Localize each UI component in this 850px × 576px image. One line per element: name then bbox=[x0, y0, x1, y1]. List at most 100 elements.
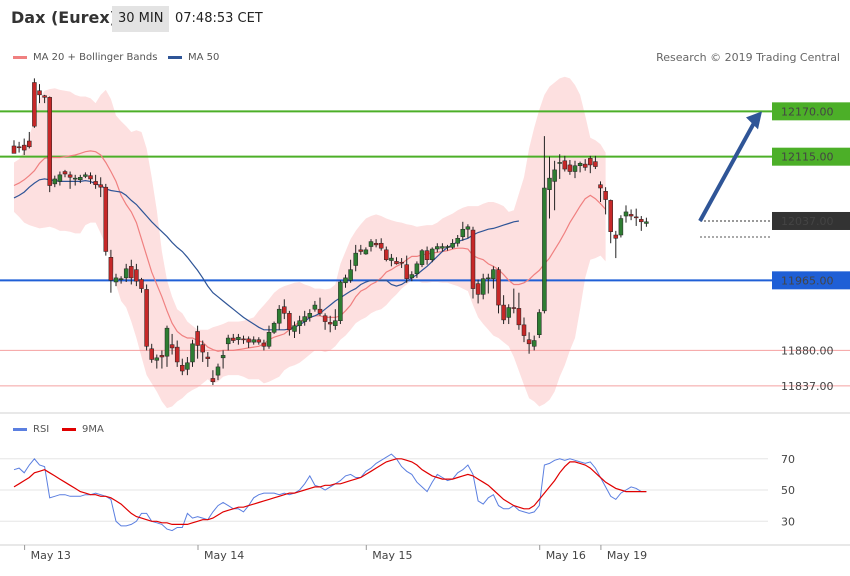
candle-body bbox=[241, 338, 246, 341]
candle-body bbox=[603, 191, 608, 200]
candle-body bbox=[598, 184, 603, 189]
ma50-swatch bbox=[168, 56, 182, 59]
candle-body bbox=[378, 242, 384, 249]
candle-body bbox=[429, 248, 435, 260]
candle-body bbox=[88, 175, 93, 180]
candle-body bbox=[460, 228, 466, 237]
candle-body bbox=[409, 274, 415, 279]
candle-body bbox=[220, 355, 226, 359]
candle-body bbox=[516, 308, 522, 326]
last-price-tag-bg bbox=[772, 211, 850, 230]
level-label: 12115.00 bbox=[781, 151, 834, 164]
candle-body bbox=[557, 162, 562, 164]
ma50-line bbox=[13, 178, 519, 331]
x-tick-label: May 15 bbox=[372, 549, 412, 562]
candle-body bbox=[302, 316, 307, 322]
candle-body bbox=[486, 277, 491, 280]
level-11837.00: 11837.00 bbox=[0, 380, 850, 393]
candle-body bbox=[542, 187, 547, 312]
candle-body bbox=[338, 281, 343, 321]
candle-body bbox=[327, 322, 333, 325]
rsi-swatch bbox=[13, 428, 27, 431]
candle-body bbox=[368, 241, 374, 247]
candle-body bbox=[307, 313, 313, 318]
ma20-swatch bbox=[13, 56, 27, 59]
candle-body bbox=[134, 269, 139, 282]
candles bbox=[11, 78, 649, 386]
candle-body bbox=[287, 313, 292, 331]
candle-body bbox=[200, 344, 205, 353]
candle-body bbox=[210, 378, 216, 382]
candle-body bbox=[419, 250, 425, 265]
candle-body bbox=[333, 320, 338, 326]
candle-body bbox=[567, 164, 573, 172]
candle-body bbox=[588, 158, 593, 166]
candle-body bbox=[103, 186, 109, 252]
rsi-tick-label: 70 bbox=[781, 453, 795, 466]
candle-body bbox=[547, 177, 552, 190]
timeframe-badge[interactable]: 30 MIN bbox=[112, 6, 170, 32]
candle-body bbox=[511, 307, 517, 309]
candle-body bbox=[37, 90, 42, 96]
candle-body bbox=[27, 140, 32, 148]
candle-body bbox=[470, 229, 476, 289]
candle-body bbox=[225, 337, 231, 345]
candle-body bbox=[613, 234, 619, 239]
candle-body bbox=[164, 327, 170, 357]
rsi-tick-label: 50 bbox=[781, 484, 795, 497]
candle-body bbox=[384, 249, 389, 260]
level-12037.00: 12037.00 bbox=[700, 211, 850, 238]
candle-body bbox=[618, 218, 624, 236]
candle-body bbox=[424, 250, 430, 260]
x-tick-label: May 16 bbox=[546, 549, 586, 562]
legend-rsi: RSI bbox=[13, 424, 49, 435]
candle-body bbox=[552, 169, 557, 182]
candle-body bbox=[72, 177, 78, 180]
candle-body bbox=[11, 145, 17, 154]
projection-arrow-shaft bbox=[698, 118, 758, 222]
candle-body bbox=[83, 174, 88, 177]
candle-body bbox=[231, 337, 236, 341]
candle-body bbox=[628, 214, 634, 217]
candle-body bbox=[297, 320, 302, 326]
candle-body bbox=[435, 246, 440, 250]
candle-body bbox=[312, 304, 318, 310]
candle-body bbox=[21, 144, 27, 151]
candle-body bbox=[266, 332, 272, 347]
candle-body bbox=[174, 346, 180, 363]
level-11880.00: 11880.00 bbox=[0, 344, 850, 357]
candle-body bbox=[154, 357, 160, 361]
x-tick-label: May 13 bbox=[31, 549, 71, 562]
candle-body bbox=[215, 366, 221, 376]
candle-body bbox=[506, 307, 511, 318]
legend-ma9: 9MA bbox=[62, 424, 104, 435]
candle-body bbox=[271, 322, 277, 333]
candle-body bbox=[282, 306, 287, 314]
candle-body bbox=[608, 200, 613, 232]
support-label: 11880.00 bbox=[781, 344, 834, 357]
candle-body bbox=[348, 269, 353, 281]
candle-body bbox=[399, 261, 404, 264]
candle-body bbox=[475, 283, 481, 295]
candle-body bbox=[322, 315, 328, 322]
level-tag-bg bbox=[772, 102, 850, 121]
copyright-notice: Research © 2019 Trading Central bbox=[656, 51, 840, 64]
candle-body bbox=[445, 246, 450, 248]
timestamp: 07:48:53 CET bbox=[175, 11, 263, 26]
candle-body bbox=[195, 331, 200, 346]
rsi-label: RSI bbox=[33, 424, 50, 435]
candle-body bbox=[42, 95, 47, 98]
last-price-label: 12037.00 bbox=[781, 215, 834, 228]
x-tick-label: May 14 bbox=[204, 549, 244, 562]
candle-body bbox=[450, 242, 455, 248]
candle-body bbox=[455, 238, 460, 244]
rsi-line bbox=[13, 453, 647, 532]
candle-body bbox=[108, 257, 114, 281]
candle-body bbox=[129, 266, 134, 279]
level-tag-bg bbox=[772, 147, 850, 166]
rsi-tick-label: 30 bbox=[781, 515, 795, 528]
candle-body bbox=[180, 365, 185, 372]
candle-body bbox=[236, 336, 241, 340]
candle-body bbox=[62, 171, 68, 175]
